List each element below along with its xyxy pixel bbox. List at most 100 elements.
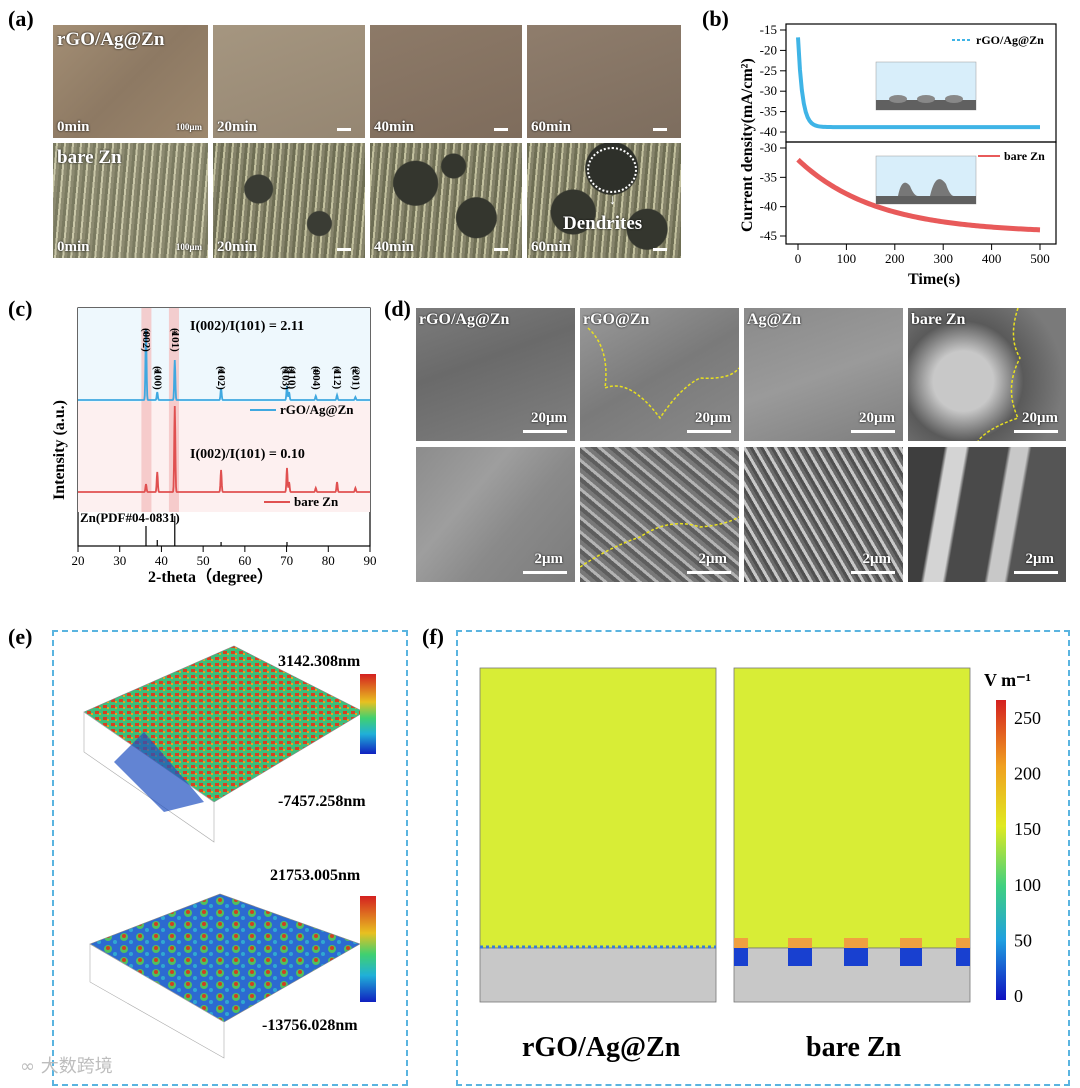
x-tick-label: 80 bbox=[322, 553, 335, 568]
x-tick-label: 40 bbox=[155, 553, 168, 568]
sem-rgo-ag-zn-low: rGO/Ag@Zn 20μm bbox=[416, 308, 575, 441]
peak-star: * bbox=[289, 365, 295, 379]
micrograph-rgo-0min: rGO/Ag@Zn 0min 100μm bbox=[53, 25, 208, 138]
time-label: 60min bbox=[531, 239, 572, 255]
notch bbox=[734, 948, 748, 966]
x-tick-label: 90 bbox=[364, 553, 377, 568]
peak-label: (201) bbox=[349, 366, 361, 390]
micrograph-bare-40min: 40min bbox=[370, 143, 522, 258]
scale-label: 100μm bbox=[175, 242, 202, 252]
scale-label: 2μm bbox=[534, 551, 564, 567]
y-tick-label: -35 bbox=[760, 169, 777, 184]
hotspot bbox=[900, 938, 922, 948]
scale-bar bbox=[851, 571, 895, 574]
colorbar bbox=[996, 700, 1006, 1000]
afm-grid-front-2 bbox=[89, 943, 225, 1059]
x-tick-label: 400 bbox=[982, 251, 1002, 266]
field-rgo bbox=[479, 667, 717, 949]
time-label: 40min bbox=[374, 119, 415, 135]
panel-d-label: (d) bbox=[384, 296, 411, 321]
inset-schematic-uniform bbox=[875, 61, 977, 111]
peak-label: (101) bbox=[169, 328, 181, 352]
scale-label: 20μm bbox=[1022, 410, 1058, 426]
dendrites-label: Dendrites bbox=[563, 213, 643, 234]
peak-label: (002) bbox=[140, 328, 152, 352]
scale-label: 20μm bbox=[859, 410, 895, 426]
bottom-min-label: -13756.028nm bbox=[262, 1017, 358, 1034]
x-tick-label: 70 bbox=[280, 553, 293, 568]
colorbar-tick-label: 150 bbox=[1014, 819, 1041, 839]
panel-c-label: (c) bbox=[8, 296, 33, 321]
x-tick-label: 50 bbox=[197, 553, 210, 568]
sample-label: Ag@Zn bbox=[747, 311, 802, 328]
micrograph-rgo-60min: 60min bbox=[527, 25, 681, 138]
colorbar-tick-label: 200 bbox=[1014, 764, 1041, 784]
colorbar-tick-label: 0 bbox=[1014, 986, 1023, 1006]
y-tick-label: -20 bbox=[760, 42, 777, 57]
hotspot bbox=[956, 938, 970, 948]
panel-b-label: (b) bbox=[702, 6, 729, 31]
ratio-bottom: I(002)/I(101) = 0.10 bbox=[190, 447, 305, 462]
scale-bar bbox=[494, 128, 508, 131]
y-axis-label: Current density(mA/cm²) bbox=[739, 58, 756, 232]
legend-bare: bare Zn bbox=[1004, 149, 1045, 163]
sem-ag-zn-low: Ag@Zn 20μm bbox=[744, 308, 903, 441]
y-tick-label: -30 bbox=[760, 83, 777, 98]
highlight-002 bbox=[141, 308, 152, 512]
scale-label: 20μm bbox=[695, 410, 731, 426]
peak-label: (103) bbox=[280, 366, 292, 390]
y-axis-label: Intensity (a.u.) bbox=[51, 400, 68, 500]
peak-star: * bbox=[172, 327, 178, 341]
x-tick-label: 100 bbox=[837, 251, 857, 266]
peak-star: * bbox=[283, 365, 289, 379]
x-axis-label: Time(s) bbox=[908, 271, 960, 288]
micrograph-bare-60min: ↓ Dendrites 60min bbox=[527, 143, 681, 258]
micrograph-bare-20min: 20min bbox=[213, 143, 365, 258]
y-tick-label: -15 bbox=[760, 22, 777, 37]
panel-f-label: (f) bbox=[422, 624, 444, 649]
scale-bar bbox=[1014, 430, 1058, 433]
sem-rgo-ag-zn-high: 2μm bbox=[416, 447, 575, 582]
colorbar-tick-label: 250 bbox=[1014, 708, 1041, 728]
series-line-rgo bbox=[78, 329, 370, 401]
time-label: 0min bbox=[57, 239, 90, 255]
y-tick-label: -30 bbox=[760, 140, 777, 155]
sem-ag-zn-high: 2μm bbox=[744, 447, 903, 582]
scale-bar bbox=[653, 248, 667, 251]
scale-bar bbox=[653, 128, 667, 131]
colorbar-tick-label: 100 bbox=[1014, 875, 1041, 895]
label-rgo: rGO/Ag@Zn bbox=[522, 1032, 681, 1063]
x-tick-label: 200 bbox=[885, 251, 905, 266]
dendrite-outline bbox=[587, 147, 637, 193]
hotspot bbox=[844, 938, 868, 948]
y-tick-label: -35 bbox=[760, 104, 777, 119]
time-label: 20min bbox=[217, 119, 258, 135]
peak-label: (102) bbox=[215, 366, 227, 390]
scale-bar bbox=[851, 430, 895, 433]
legend-bare: bare Zn bbox=[294, 494, 339, 509]
panel-e-label: (e) bbox=[8, 624, 33, 649]
series-line-rgo bbox=[796, 37, 1040, 130]
hotspot bbox=[734, 938, 748, 948]
substrate-rgo bbox=[479, 947, 717, 1003]
label-bare: bare Zn bbox=[806, 1032, 902, 1063]
peak-star: * bbox=[334, 365, 340, 379]
hotspot bbox=[788, 938, 812, 948]
bottom-plot-frame bbox=[785, 141, 1057, 245]
unit-label: V m⁻¹ bbox=[984, 670, 1031, 690]
scale-label: 2μm bbox=[1025, 551, 1055, 567]
inset-schematic-dendrite bbox=[875, 155, 977, 205]
top-min-label: -7457.258nm bbox=[278, 793, 366, 810]
peak-label: (100) bbox=[151, 366, 163, 390]
panel-f-box bbox=[456, 630, 1070, 1086]
scale-label: 2μm bbox=[862, 551, 892, 567]
peak-label: (112) bbox=[331, 366, 343, 390]
scale-bar bbox=[337, 128, 351, 131]
micrograph-rgo-20min: 20min bbox=[213, 25, 365, 138]
time-label: 0min bbox=[57, 119, 90, 135]
series-line-bare bbox=[78, 405, 370, 493]
sem-bare-zn-low: bare Zn 20μm bbox=[908, 308, 1066, 441]
time-label: 20min bbox=[217, 239, 258, 255]
sem-rgo-zn-high: 2μm bbox=[580, 447, 739, 582]
y-tick-label: -45 bbox=[760, 228, 777, 243]
